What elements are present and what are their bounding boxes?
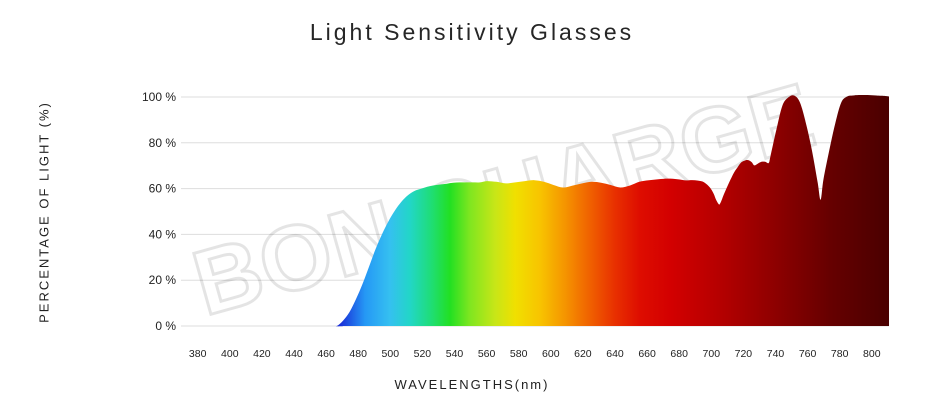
svg-text:560: 560: [478, 348, 496, 360]
svg-text:680: 680: [670, 348, 688, 360]
svg-text:20 %: 20 %: [149, 273, 177, 287]
svg-text:100 %: 100 %: [142, 90, 176, 104]
svg-text:80 %: 80 %: [149, 136, 177, 150]
svg-text:640: 640: [606, 348, 624, 360]
svg-text:740: 740: [767, 348, 785, 360]
svg-text:780: 780: [831, 348, 849, 360]
svg-text:0 %: 0 %: [155, 319, 176, 333]
svg-text:660: 660: [638, 348, 656, 360]
svg-text:520: 520: [414, 348, 432, 360]
svg-text:380: 380: [189, 348, 207, 360]
svg-text:540: 540: [446, 348, 464, 360]
svg-text:440: 440: [285, 348, 303, 360]
svg-text:760: 760: [799, 348, 817, 360]
svg-text:40 %: 40 %: [149, 227, 177, 241]
svg-text:800: 800: [863, 348, 881, 360]
svg-text:500: 500: [382, 348, 400, 360]
svg-text:420: 420: [253, 348, 271, 360]
svg-text:620: 620: [574, 348, 592, 360]
svg-text:600: 600: [542, 348, 560, 360]
svg-text:700: 700: [703, 348, 721, 360]
svg-text:400: 400: [221, 348, 239, 360]
svg-text:720: 720: [735, 348, 753, 360]
svg-text:480: 480: [349, 348, 367, 360]
svg-text:60 %: 60 %: [149, 182, 177, 196]
svg-text:460: 460: [317, 348, 335, 360]
svg-text:580: 580: [510, 348, 528, 360]
